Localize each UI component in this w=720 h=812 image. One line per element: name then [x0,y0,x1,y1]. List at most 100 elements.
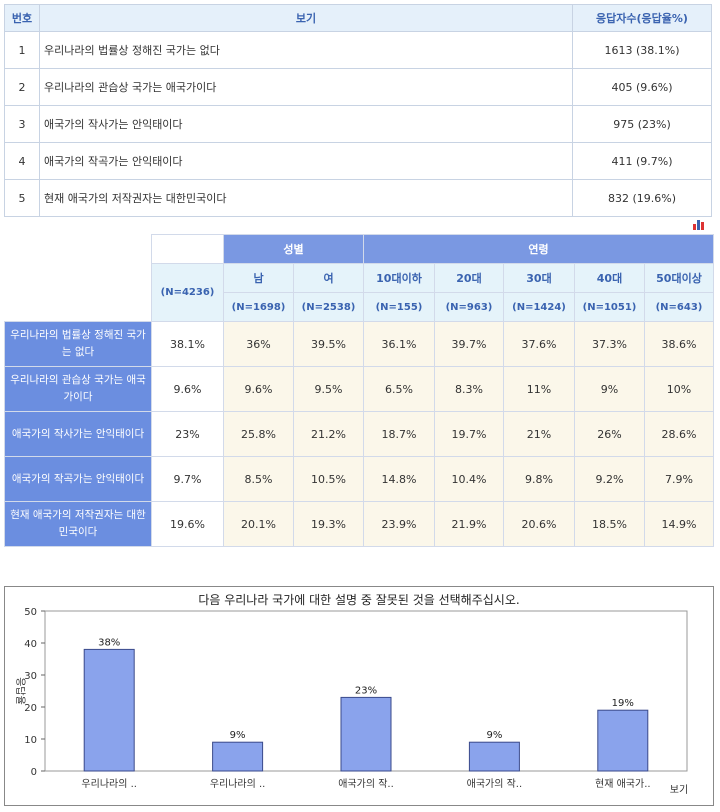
y-tick-label: 30 [24,671,37,682]
total-header: 전체 [151,234,224,264]
cross-cell: 9.8% [503,456,575,502]
cross-cell: 8.5% [223,456,294,502]
cross-cell: 36% [223,321,294,367]
cross-cell: 11% [503,366,575,412]
cross-cell: 20.1% [223,501,294,547]
cross-cell: 37.3% [574,321,645,367]
col-option-header: 보기 [39,4,573,32]
answer-number: 3 [4,105,40,143]
cross-cell: 19.3% [293,501,364,547]
cross-cell: 21.9% [434,501,504,547]
answer-number: 5 [4,179,40,217]
bar-value-label: 19% [612,698,634,709]
answer-text: 우리나라의 법률상 정해진 국가는 없다 [39,31,573,69]
subgroup-n: (N=2538) [293,292,364,322]
cross-cell: 8.3% [434,366,504,412]
x-tick-label: 우리나라의 .. [210,778,266,790]
y-tick-label: 40 [24,639,37,650]
cross-cell: 9% [574,366,645,412]
cross-cell: 25.8% [223,411,294,457]
answer-text: 현재 애국가의 저작권자는 대한민국이다 [39,179,573,217]
chart-bar [212,741,264,772]
gender-header: 성별 [223,234,364,264]
cross-total: 38.1% [151,321,224,367]
answer-text: 우리나라의 관습상 국가는 애국가이다 [39,68,573,106]
cross-cell: 9.6% [223,366,294,412]
answer-row: 1 우리나라의 법률상 정해진 국가는 없다 1613 (38.1%) [4,31,712,69]
cross-cell: 37.6% [503,321,575,367]
cross-cell: 9.5% [293,366,364,412]
cross-cell: 9.2% [574,456,645,502]
answer-table-header: 번호 보기 응답자수(응답율%) [4,4,712,32]
x-tick-label: 우리나라의 .. [81,778,137,790]
cross-total: 9.6% [151,366,224,412]
chart-bar [597,709,649,772]
y-tick-label: 0 [31,767,37,778]
cross-cell: 23.9% [363,501,435,547]
chart-bar [83,648,135,772]
subgroup-header: 50대이상 [644,263,714,293]
y-tick-label: 50 [24,607,37,618]
answer-count: 411 (9.7%) [572,142,712,180]
cross-cell: 10.4% [434,456,504,502]
subgroup-n: (N=963) [434,292,504,322]
chart-canvas: 0 10 20 30 40 50 응답율 38% 우리나라의 .. 9% 우리나라의 .. 23% 애국… [14,607,688,796]
chart-title: 다음 우리나라 국가에 대한 설명 중 잘못된 것을 선택해주십시오. [198,593,520,607]
answer-count: 832 (19.6%) [572,179,712,217]
total-n: (N=4236) [151,263,224,322]
subgroup-header: 20대 [434,263,504,293]
cross-cell: 14.8% [363,456,435,502]
x-tick-label: 애국가의 작.. [467,778,523,790]
cross-row: 애국가의 작곡가는 안익태이다 9.7% 8.5% 10.5% 14.8% 10… [4,456,714,502]
subgroup-header: 여 [293,263,364,293]
cross-cell: 39.5% [293,321,364,367]
bar-value-label: 23% [355,685,377,696]
x-axis-label: 보기 [670,784,688,796]
answer-count: 405 (9.6%) [572,68,712,106]
cross-row: 우리나라의 관습상 국가는 애국가이다 9.6% 9.6% 9.5% 6.5% … [4,366,714,412]
col-count-header: 응답자수(응답율%) [572,4,712,32]
cross-cell: 28.6% [644,411,714,457]
cross-row: 현재 애국가의 저작권자는 대한민국이다 19.6% 20.1% 19.3% 2… [4,501,714,547]
response-bar-chart: 다음 우리나라 국가에 대한 설명 중 잘못된 것을 선택해주십시오. 0 10 2… [4,586,714,806]
answer-text: 애국가의 작사가는 안익태이다 [39,105,573,143]
subgroup-n: (N=643) [644,292,714,322]
cross-cell: 14.9% [644,501,714,547]
cross-cell: 10.5% [293,456,364,502]
cross-cell: 6.5% [363,366,435,412]
answer-number: 2 [4,68,40,106]
answer-count: 1613 (38.1%) [572,31,712,69]
subgroup-header: 10대이하 [363,263,435,293]
cross-cell: 10% [644,366,714,412]
cross-cell: 18.5% [574,501,645,547]
cross-row: 우리나라의 법률상 정해진 국가는 없다 38.1% 36% 39.5% 36.… [4,321,714,367]
subgroup-header: 30대 [503,263,575,293]
subgroup-header: 40대 [574,263,645,293]
subgroup-n: (N=1424) [503,292,575,322]
subgroup-n: (N=1698) [223,292,294,322]
age-header: 연령 [363,234,714,264]
bar-value-label: 9% [230,730,246,741]
bar-value-label: 9% [486,730,502,741]
y-tick-label: 10 [24,735,37,746]
y-axis-label: 응답율 [14,677,26,705]
bar-chart-icon[interactable] [692,218,706,230]
cross-total: 19.6% [151,501,224,547]
cross-table: 전체 성별 연령 (N=4236) 남 여 10대이하 20대 30대 40대 … [4,234,714,547]
x-tick-label: 현재 애국가.. [595,778,651,790]
answer-count: 975 (23%) [572,105,712,143]
cross-row-label: 우리나라의 관습상 국가는 애국가이다 [4,366,152,412]
answer-number: 1 [4,31,40,69]
cross-cell: 20.6% [503,501,575,547]
answer-text: 애국가의 작곡가는 안익태이다 [39,142,573,180]
subgroup-header: 남 [223,263,294,293]
chart-bar [340,696,392,772]
answer-table: 번호 보기 응답자수(응답율%) 1 우리나라의 법률상 정해진 국가는 없다 … [4,4,712,217]
chart-bar [468,741,520,772]
subgroup-n: (N=1051) [574,292,645,322]
cross-cell: 19.7% [434,411,504,457]
answer-row: 3 애국가의 작사가는 안익태이다 975 (23%) [4,105,712,143]
cross-total: 9.7% [151,456,224,502]
cross-row: 애국가의 작사가는 안익태이다 23% 25.8% 21.2% 18.7% 19… [4,411,714,457]
answer-row: 5 현재 애국가의 저작권자는 대한민국이다 832 (19.6%) [4,179,712,217]
